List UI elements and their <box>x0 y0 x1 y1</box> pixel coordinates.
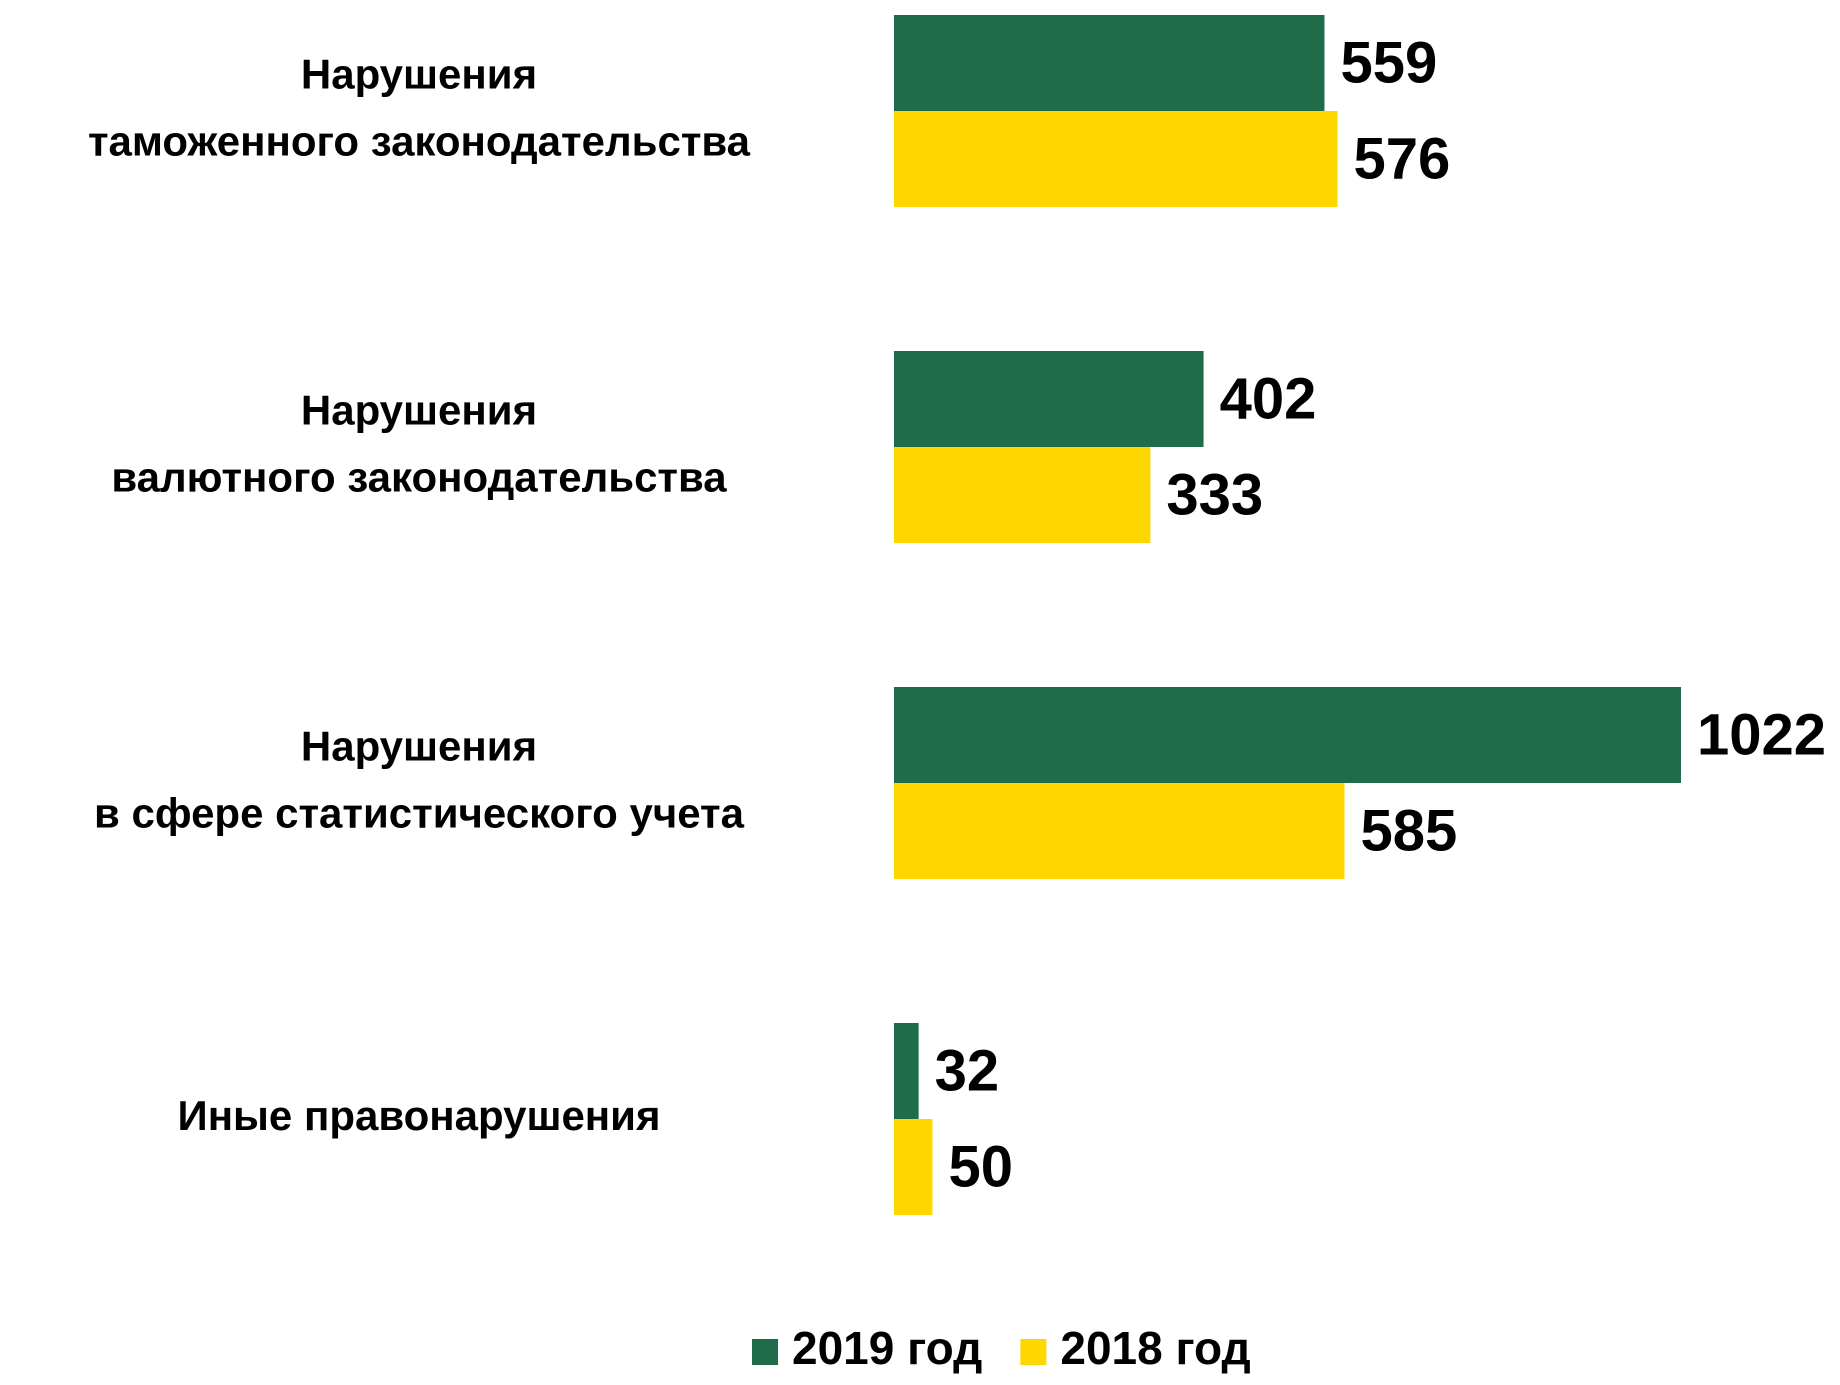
value-label: 32 <box>935 1038 1000 1103</box>
bar <box>894 15 1325 111</box>
legend-swatch <box>1020 1339 1047 1365</box>
bar <box>894 351 1204 447</box>
category-label: Нарушения валютного законодательства <box>111 387 727 501</box>
bar <box>894 111 1338 207</box>
category-label: Нарушения в сфере статистического учета <box>94 723 745 837</box>
value-label: 585 <box>1360 798 1457 863</box>
bar <box>894 1023 919 1119</box>
value-label: 1022 <box>1697 702 1826 767</box>
value-label: 576 <box>1354 126 1451 191</box>
value-label: 50 <box>949 1134 1014 1199</box>
value-label: 333 <box>1166 462 1263 527</box>
legend-swatch <box>752 1339 778 1365</box>
value-label: 402 <box>1220 366 1317 431</box>
category-label: Нарушения таможенного законодательства <box>88 51 751 165</box>
bar <box>894 687 1681 783</box>
category-label: Иные правонарушения <box>178 1092 661 1139</box>
value-label: 559 <box>1340 30 1437 95</box>
legend-label: 2018 год <box>1060 1322 1250 1374</box>
bar <box>894 1119 933 1215</box>
bar <box>894 783 1345 879</box>
legend-label: 2019 год <box>792 1322 982 1374</box>
bar <box>894 447 1151 543</box>
